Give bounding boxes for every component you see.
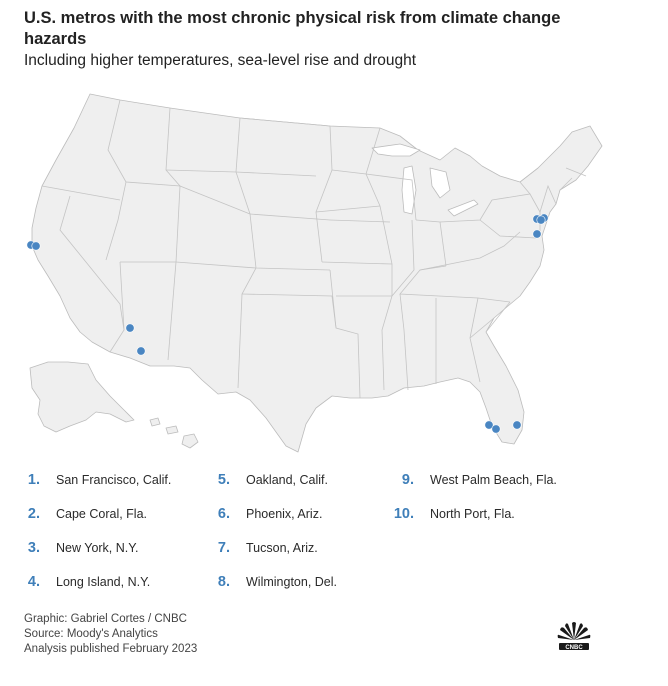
footer: Graphic: Gabriel Cortes / CNBC Source: M… bbox=[24, 612, 197, 657]
published-date: Analysis published February 2023 bbox=[24, 643, 198, 655]
legend-number: 10. bbox=[393, 506, 414, 522]
legend-label: Long Island, N.Y. bbox=[56, 575, 151, 589]
legend-label: San Francisco, Calif. bbox=[56, 473, 172, 487]
lake-huron bbox=[429, 167, 451, 199]
legend-label: Cape Coral, Fla. bbox=[56, 507, 148, 521]
legend-item: 8. Wilmington, Del. bbox=[202, 572, 337, 592]
svg-text:CNBC: CNBC bbox=[565, 645, 583, 651]
legend-number: 9. bbox=[401, 472, 414, 488]
metro-marker bbox=[532, 229, 542, 239]
alaska-shape bbox=[29, 361, 135, 433]
legend-number: 1. bbox=[27, 472, 40, 488]
legend-label: New York, N.Y. bbox=[56, 541, 139, 555]
legend-item: 4. Long Island, N.Y. bbox=[12, 572, 150, 592]
legend-number: 3. bbox=[27, 540, 40, 556]
legend-number: 4. bbox=[27, 574, 40, 590]
legend-item: 6. Phoenix, Ariz. bbox=[202, 504, 323, 524]
legend-item: 2. Cape Coral, Fla. bbox=[12, 504, 147, 524]
legend-label: North Port, Fla. bbox=[430, 507, 515, 521]
metro-marker bbox=[536, 215, 546, 225]
legend-item: 9. West Palm Beach, Fla. bbox=[386, 470, 557, 490]
metro-marker bbox=[31, 241, 41, 251]
legend-label: Phoenix, Ariz. bbox=[246, 507, 323, 521]
contiguous-us-shape bbox=[31, 93, 603, 453]
graphic-credit: Graphic: Gabriel Cortes / CNBC bbox=[24, 613, 187, 625]
legend-number: 2. bbox=[27, 506, 40, 522]
legend-item: 7. Tucson, Ariz. bbox=[202, 538, 318, 558]
legend-number: 8. bbox=[217, 574, 230, 590]
legend-label: Oakland, Calif. bbox=[246, 473, 328, 487]
state-borders bbox=[41, 99, 587, 399]
lake-michigan bbox=[401, 165, 417, 215]
metro-marker bbox=[484, 420, 494, 430]
metro-marker bbox=[512, 420, 522, 430]
legend-item: 10. North Port, Fla. bbox=[386, 504, 515, 524]
legend-label: West Palm Beach, Fla. bbox=[430, 473, 557, 487]
metro-marker bbox=[491, 424, 501, 434]
hawaii-islands bbox=[149, 417, 199, 449]
legend-label: Wilmington, Del. bbox=[246, 575, 337, 589]
legend-label: Tucson, Ariz. bbox=[246, 541, 318, 555]
chart-subtitle: Including higher temperatures, sea-level… bbox=[24, 52, 417, 69]
metro-legend: 1. San Francisco, Calif. 2. Cape Coral, Fla… bbox=[0, 466, 668, 606]
source-credit: Source: Moody's Analytics bbox=[24, 628, 158, 640]
us-map bbox=[26, 93, 603, 453]
legend-item: 5. Oakland, Calif. bbox=[202, 470, 328, 490]
legend-number: 6. bbox=[217, 506, 230, 522]
metro-marker bbox=[136, 346, 146, 356]
chart-title: U.S. metros with the most chronic physic… bbox=[24, 9, 561, 48]
lake-superior bbox=[371, 143, 421, 157]
legend-number: 5. bbox=[217, 472, 230, 488]
lake-erie bbox=[447, 199, 479, 217]
nbc-peacock-icon: CNBC bbox=[557, 622, 591, 651]
legend-item: 3. New York, N.Y. bbox=[12, 538, 139, 558]
legend-item: 1. San Francisco, Calif. bbox=[12, 470, 171, 490]
metro-markers bbox=[26, 213, 549, 434]
land-areas bbox=[29, 93, 603, 453]
metro-marker bbox=[125, 323, 135, 333]
legend-number: 7. bbox=[217, 540, 230, 556]
